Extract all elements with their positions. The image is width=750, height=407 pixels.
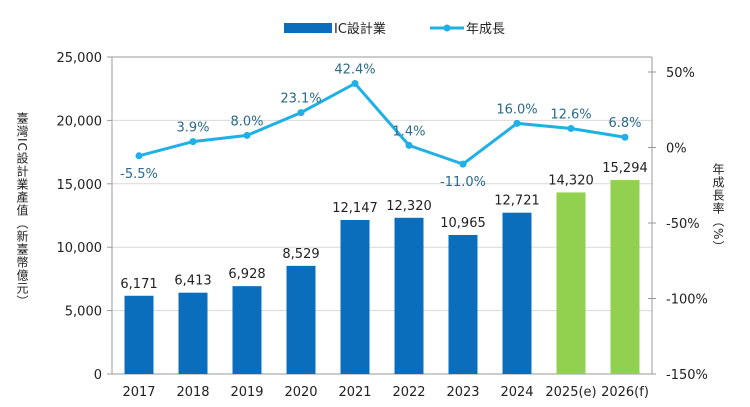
growth-line: [138, 81, 626, 166]
x-tick-label: 2023: [446, 385, 479, 400]
bar-label: 12,147: [332, 201, 378, 216]
growth-point: [243, 131, 251, 139]
y-tick-label: 25,000: [57, 51, 103, 66]
y-tick-label: 20,000: [57, 114, 103, 129]
bar: [124, 295, 154, 374]
growth-point: [567, 124, 575, 132]
x-tick-label: 2017: [122, 385, 155, 400]
bar: [394, 217, 424, 374]
bar-label: 15,294: [602, 161, 648, 176]
legend-line-label: 年成長: [466, 22, 505, 37]
y2-tick-label: -100%: [666, 293, 708, 308]
y2-tick-label: -150%: [666, 368, 708, 383]
bar-label: 14,320: [548, 173, 594, 188]
growth-point: [405, 141, 413, 149]
bar: [502, 212, 532, 374]
bar: [556, 192, 586, 374]
growth-label: 42.4%: [334, 62, 375, 77]
x-tick-label: 2024: [500, 385, 533, 400]
y-tick-label: 0: [94, 368, 102, 383]
growth-label: 6.8%: [608, 116, 641, 131]
growth-label: -5.5%: [120, 167, 158, 182]
bar-label: 12,721: [494, 194, 540, 209]
y-tick-label: 15,000: [57, 178, 103, 193]
bar-label: 6,413: [174, 274, 211, 289]
x-tick-label: 2018: [176, 385, 209, 400]
growth-label: 16.0%: [496, 102, 537, 117]
y-tick-label: 5,000: [65, 305, 102, 320]
growth-point: [621, 133, 629, 141]
growth-label: 1.4%: [392, 124, 425, 139]
x-tick-label: 2021: [338, 385, 371, 400]
legend-line-marker: [443, 24, 451, 32]
growth-point: [297, 109, 305, 117]
bar-label: 6,928: [228, 267, 265, 282]
bar: [178, 292, 208, 374]
x-tick-label: 2025(e): [545, 385, 596, 400]
bar: [448, 234, 478, 374]
bar-label: 12,320: [386, 199, 432, 214]
legend-bar-swatch: [284, 23, 332, 33]
bar: [610, 180, 640, 374]
y-tick-label: 10,000: [57, 241, 103, 256]
growth-label: -11.0%: [440, 175, 486, 190]
x-tick-label: 2026(f): [601, 385, 649, 400]
bar-label: 6,171: [120, 277, 157, 292]
x-tick-label: 2019: [230, 385, 263, 400]
growth-label: 3.9%: [176, 121, 209, 136]
bar: [286, 265, 316, 374]
bar-label: 10,965: [440, 216, 486, 231]
growth-label: 12.6%: [550, 107, 591, 122]
bar: [232, 286, 262, 374]
y2-tick-label: -50%: [666, 217, 700, 232]
growth-point: [459, 160, 467, 168]
y-axis-title: 臺灣IC設計業產值（新臺幣億元）: [15, 112, 29, 308]
growth-point: [513, 119, 521, 127]
y2-tick-label: 50%: [666, 66, 695, 81]
growth-point: [135, 152, 143, 160]
legend-bar-label: IC設計業: [334, 21, 386, 37]
growth-point: [189, 138, 197, 146]
y2-axis-title: 年成長率（%）: [711, 163, 725, 254]
bar-label: 8,529: [282, 247, 319, 262]
growth-label: 23.1%: [280, 92, 321, 107]
x-tick-label: 2020: [284, 385, 317, 400]
growth-label: 8.0%: [230, 114, 263, 129]
y2-tick-label: 0%: [666, 142, 687, 157]
x-tick-label: 2022: [392, 385, 425, 400]
bar: [340, 219, 370, 374]
growth-point: [351, 79, 359, 87]
